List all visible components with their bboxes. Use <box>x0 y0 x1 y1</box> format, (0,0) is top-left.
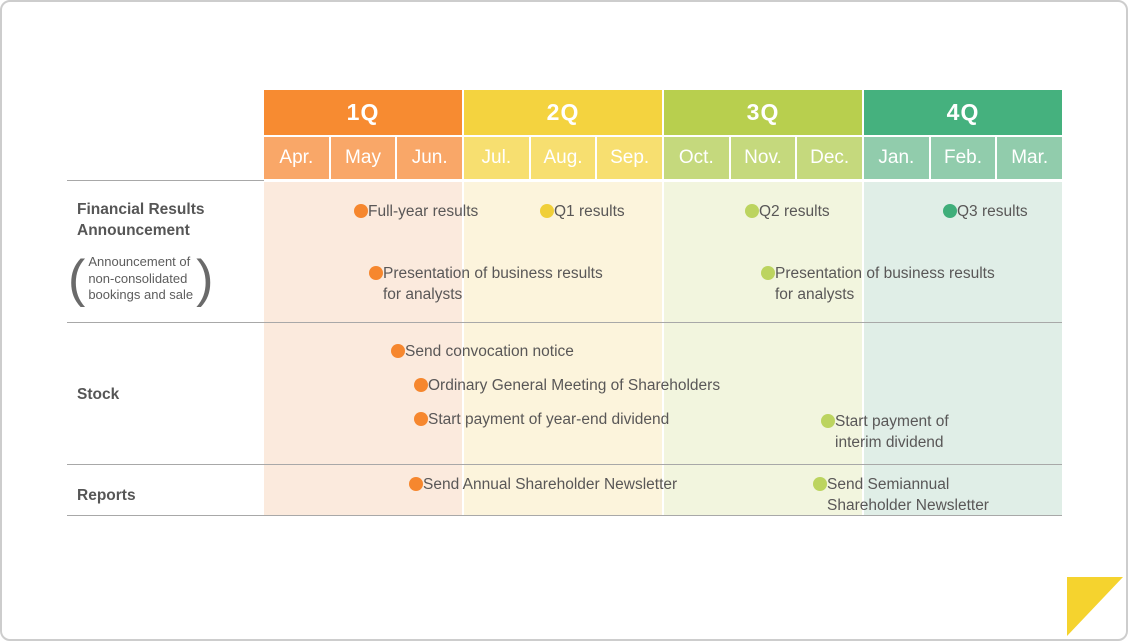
event-q3-results: Q3 results <box>943 201 1028 222</box>
row-note-financial-results: ( Announcement of non-consolidated booki… <box>68 249 213 309</box>
q3-column-bg <box>664 182 862 515</box>
q1-column-bg <box>264 182 462 515</box>
quarter-header-1q: 1Q <box>264 90 462 135</box>
month-header-sep: Sep. <box>597 137 663 179</box>
row-note-text: Announcement of non-consolidated booking… <box>88 254 194 303</box>
event-interim-dividend: Start payment of interim dividend <box>821 411 949 453</box>
month-header-dec: Dec. <box>797 137 863 179</box>
orange-dot-icon <box>369 266 383 280</box>
paren-open: ( <box>68 250 86 308</box>
month-header-oct: Oct. <box>664 137 729 179</box>
month-header-feb: Feb. <box>930 137 996 179</box>
event-full-year-results: Full-year results <box>354 201 478 222</box>
month-header-row: Apr. May Jun. Jul. Aug. Sep. Oct. Nov. D… <box>264 137 1063 179</box>
month-header-nov: Nov. <box>730 137 796 179</box>
event-ordinary-general-meeting: Ordinary General Meeting of Shareholders <box>414 375 720 396</box>
divider-stock-top <box>67 322 1062 323</box>
event-year-end-dividend: Start payment of year-end dividend <box>414 409 669 430</box>
folded-corner-icon <box>1067 577 1123 636</box>
month-header-apr: Apr. <box>264 137 329 179</box>
q2-column-bg <box>464 182 662 515</box>
event-semiannual-newsletter: Send Semiannual Shareholder Newsletter <box>813 474 989 516</box>
month-header-may: May <box>330 137 396 179</box>
event-send-convocation-notice: Send convocation notice <box>391 341 574 362</box>
paren-close: ) <box>196 250 214 308</box>
event-presentation-analysts-1q: Presentation of business results for anal… <box>369 263 603 305</box>
event-q2-results: Q2 results <box>745 201 830 222</box>
row-label-reports: Reports <box>77 487 136 504</box>
event-presentation-analysts-3q: Presentation of business results for anal… <box>761 263 995 305</box>
row-label-financial-results: Financial Results Announcement <box>77 201 205 239</box>
quarter-header-row: 1Q 2Q 3Q 4Q <box>264 90 1062 135</box>
month-header-jan: Jan. <box>864 137 929 179</box>
divider-financial-top <box>67 180 264 181</box>
orange-dot-icon <box>414 412 428 426</box>
quarter-header-4q: 4Q <box>864 90 1062 135</box>
orange-dot-icon <box>414 378 428 392</box>
q4-column-bg <box>864 182 1062 515</box>
lime-dot-icon <box>745 204 759 218</box>
green-dot-icon <box>943 204 957 218</box>
lime-dot-icon <box>821 414 835 428</box>
month-header-mar: Mar. <box>997 137 1063 179</box>
row-label-stock: Stock <box>77 386 120 403</box>
yellow-dot-icon <box>540 204 554 218</box>
lime-dot-icon <box>813 477 827 491</box>
divider-reports-top <box>67 464 1062 465</box>
event-annual-newsletter: Send Annual Shareholder Newsletter <box>409 474 677 495</box>
column-backgrounds <box>264 182 1062 515</box>
orange-dot-icon <box>409 477 423 491</box>
month-header-aug: Aug. <box>530 137 596 179</box>
month-header-jun: Jun. <box>397 137 463 179</box>
orange-dot-icon <box>391 344 405 358</box>
lime-dot-icon <box>761 266 775 280</box>
orange-dot-icon <box>354 204 368 218</box>
quarter-header-3q: 3Q <box>664 90 862 135</box>
quarter-header-2q: 2Q <box>464 90 662 135</box>
event-q1-results: Q1 results <box>540 201 625 222</box>
month-header-jul: Jul. <box>464 137 529 179</box>
divider-bottom <box>67 515 1062 516</box>
